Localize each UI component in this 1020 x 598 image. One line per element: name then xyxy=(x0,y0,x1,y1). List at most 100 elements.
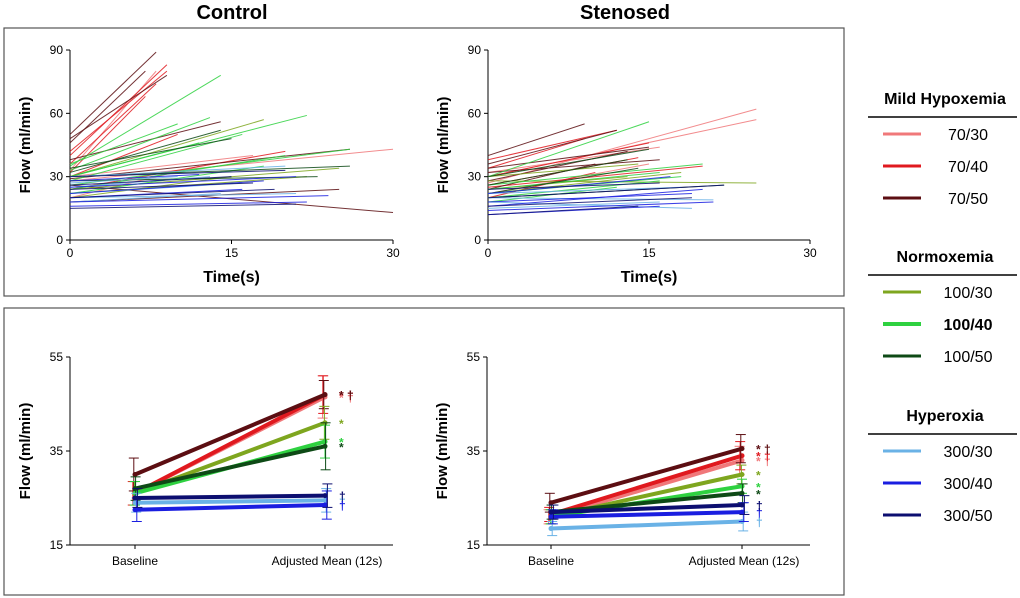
flow-trace xyxy=(69,174,200,182)
mean-marker xyxy=(132,500,138,506)
plots-layer: 0 30 60 90 Flow (ml/min) 0 15 30 Time(s) 0 30 60 90 F… xyxy=(17,43,817,568)
legend-label: 300/50 xyxy=(944,508,993,525)
y-tick-label: 0 xyxy=(474,233,481,247)
flow-trace xyxy=(487,171,682,195)
y-axis-title: Flow (ml/min) xyxy=(434,403,451,500)
legend-label: 100/40 xyxy=(944,317,993,334)
flow-trace xyxy=(69,176,297,188)
mean-line xyxy=(549,453,744,517)
flow-trace xyxy=(69,138,232,169)
chart-stenosed-mean: 15 35 55 Flow (ml/min) Baseline Adjusted Mean… xyxy=(434,350,810,568)
mean-marker xyxy=(548,514,554,520)
legend-group-1: Mild Hypoxemia 70/30 70/40 70/50 xyxy=(868,91,1017,208)
mean-line xyxy=(549,510,744,519)
flow-trace xyxy=(487,176,671,195)
significance-mark: † xyxy=(756,499,763,513)
mean-marker xyxy=(739,472,745,477)
mean-line xyxy=(133,392,327,496)
significance-mark: * † xyxy=(756,454,771,468)
mean-marker xyxy=(548,526,554,532)
x-tick-label: 15 xyxy=(642,246,656,260)
mean-line xyxy=(133,503,327,512)
flow-trace xyxy=(69,195,329,203)
mean-line xyxy=(549,446,744,505)
y-tick-label: 55 xyxy=(467,350,481,364)
x-tick-label: 30 xyxy=(386,246,400,260)
mean-line xyxy=(549,519,744,531)
y-tick-label: 60 xyxy=(468,106,482,120)
mean-line xyxy=(133,493,327,500)
bottom-panel-frame xyxy=(3,307,845,596)
x-category-label: Baseline xyxy=(112,554,158,568)
series-300-50: † xyxy=(548,495,763,520)
flow-trace xyxy=(487,171,660,190)
legend-label: 70/30 xyxy=(948,127,988,144)
flow-trace xyxy=(69,176,178,184)
flow-trace xyxy=(487,146,660,173)
legend-group-title: Normoxemia xyxy=(897,249,994,266)
legend-group-2: Normoxemia 100/30 100/40 100/50 xyxy=(868,249,1017,366)
flow-trace xyxy=(487,197,714,201)
series-70-50: * † xyxy=(128,380,354,492)
flow-trace xyxy=(487,184,725,199)
x-category-label: Baseline xyxy=(528,554,574,568)
significance-mark: * † xyxy=(339,389,354,403)
chart-control-time: 0 30 60 90 Flow (ml/min) 0 15 30 Time(s) xyxy=(17,43,400,286)
title-control: Control xyxy=(196,2,267,24)
y-axis-title: Flow (ml/min) xyxy=(17,97,34,194)
flow-trace xyxy=(69,133,178,178)
flow-trace xyxy=(487,188,703,207)
significance-mark: * † xyxy=(339,391,354,405)
mean-marker xyxy=(548,500,554,506)
significance-mark: * † xyxy=(756,450,771,464)
x-tick-label: 15 xyxy=(225,246,239,260)
flow-trace xyxy=(69,117,211,171)
y-tick-label: 15 xyxy=(467,538,481,552)
significance-mark: † xyxy=(339,494,346,508)
significance-mark: * xyxy=(756,487,761,501)
significance-mark: * xyxy=(339,440,344,454)
flow-trace xyxy=(487,108,757,184)
flow-trace xyxy=(487,163,703,186)
mean-line xyxy=(133,498,327,505)
x-axis-title: Time(s) xyxy=(203,269,260,286)
mean-marker xyxy=(739,453,745,459)
flow-trace xyxy=(487,201,660,209)
mean-marker xyxy=(132,507,138,513)
series-70-50 xyxy=(69,51,394,214)
flow-trace xyxy=(69,123,178,165)
flow-trace xyxy=(487,150,628,182)
flow-trace xyxy=(69,83,157,165)
significance-mark: * † xyxy=(339,389,354,403)
significance-mark: † xyxy=(339,499,346,513)
mean-marker xyxy=(322,493,328,499)
series-70-50 xyxy=(487,123,660,190)
flow-trace xyxy=(69,182,254,190)
y-tick-label: 15 xyxy=(50,538,64,552)
flow-trace xyxy=(487,186,682,195)
x-tick-label: 30 xyxy=(803,246,817,260)
flow-trace xyxy=(487,129,617,161)
x-category-label: Adjusted Mean (12s) xyxy=(272,554,383,568)
mean-marker xyxy=(322,502,328,508)
flow-trace xyxy=(487,146,650,169)
x-category-label: Adjusted Mean (12s) xyxy=(689,554,800,568)
flow-trace xyxy=(69,180,264,195)
legend-label: 70/50 xyxy=(948,191,988,208)
flow-trace xyxy=(487,167,639,195)
flow-trace xyxy=(69,169,286,178)
flow-trace xyxy=(69,74,221,167)
y-tick-label: 0 xyxy=(56,233,63,247)
y-tick-label: 60 xyxy=(50,106,64,120)
title-stenosed: Stenosed xyxy=(580,2,670,24)
y-axis-title: Flow (ml/min) xyxy=(435,97,452,194)
flow-trace xyxy=(69,188,275,199)
significance-mark: † xyxy=(756,516,763,530)
flow-trace xyxy=(487,159,628,186)
legend-label: 100/30 xyxy=(944,285,993,302)
flow-trace xyxy=(487,123,585,157)
flow-trace xyxy=(69,193,221,203)
series-300-50 xyxy=(487,182,725,216)
x-tick-label: 0 xyxy=(67,246,74,260)
